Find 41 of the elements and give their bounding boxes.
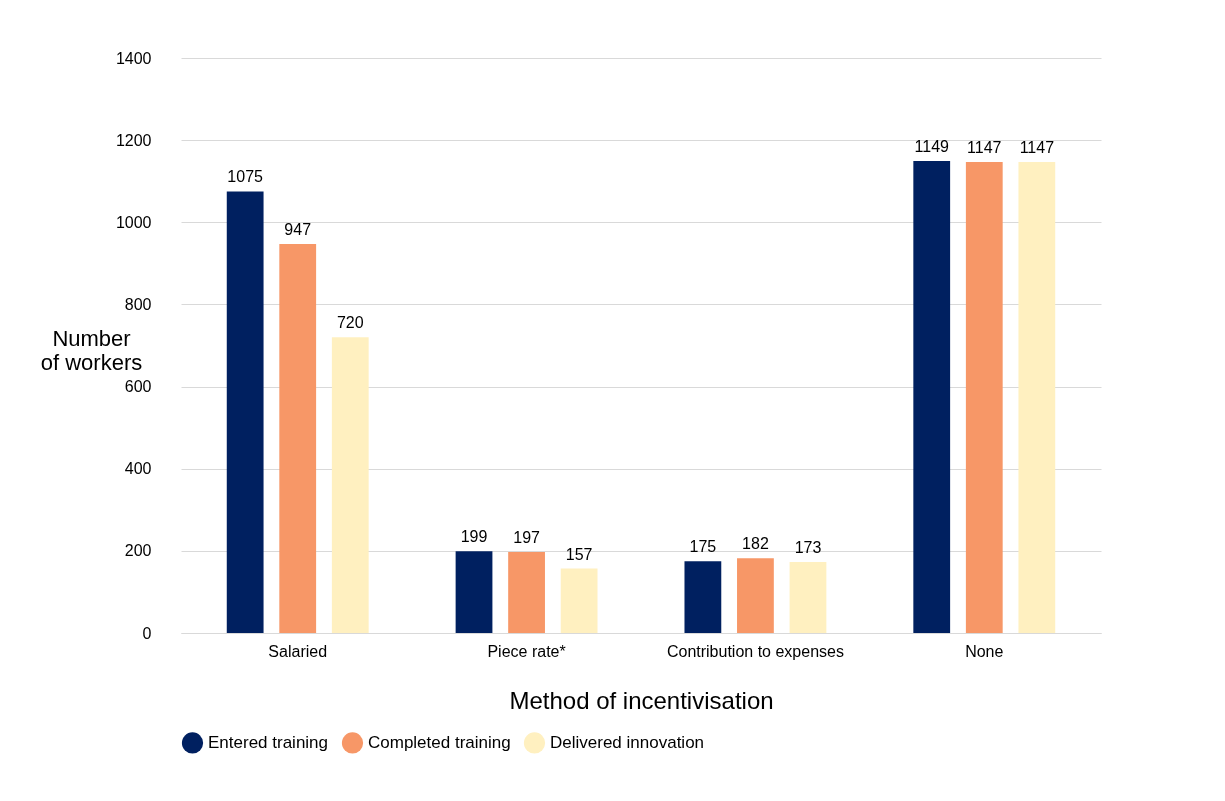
- bar: [789, 561, 827, 633]
- data-label: 173: [794, 538, 822, 556]
- x-tick-label: Contribution to expenses: [666, 642, 844, 660]
- data-label: 197: [513, 529, 541, 547]
- x-tick-label: None: [965, 642, 1004, 660]
- bar: [331, 337, 369, 633]
- data-label: 720: [336, 314, 364, 332]
- bar: [455, 551, 493, 633]
- x-axis-title: Method of incentivisation: [509, 686, 774, 714]
- y-tick-label: 1000: [115, 213, 152, 231]
- data-label: 175: [689, 538, 717, 556]
- bar: [913, 161, 951, 633]
- bar: [226, 191, 264, 633]
- bar: [684, 561, 722, 633]
- x-tick-label: Salaried: [268, 642, 328, 660]
- data-label: 157: [565, 545, 593, 563]
- bar: [279, 244, 317, 633]
- y-tick-label: 200: [124, 542, 152, 560]
- data-label: 1075: [227, 168, 264, 186]
- y-tick-label: 0: [142, 624, 152, 642]
- data-label: 947: [284, 221, 312, 239]
- y-tick-label: 600: [124, 378, 152, 396]
- x-tick-label: Piece rate*: [487, 642, 566, 660]
- data-label: 182: [742, 535, 769, 553]
- y-tick-label: 1400: [115, 49, 152, 67]
- legend-label: Entered training: [208, 732, 329, 752]
- data-label: 199: [460, 528, 488, 546]
- bar: [560, 568, 598, 633]
- y-tick-label: 800: [124, 295, 152, 313]
- data-label: 1149: [914, 138, 950, 156]
- legend-label: Completed training: [368, 732, 511, 752]
- bar: [508, 552, 545, 633]
- data-label: 1147: [1019, 138, 1055, 156]
- bar: [965, 161, 1003, 633]
- y-tick-label: 1200: [115, 131, 152, 149]
- y-tick-label: 400: [124, 460, 152, 478]
- bar: [737, 558, 774, 633]
- legend-label: Delivered innovation: [550, 732, 705, 752]
- y-axis-title: Number of workers: [40, 325, 143, 375]
- data-label: 1147: [967, 138, 1002, 156]
- bar: [1018, 161, 1056, 633]
